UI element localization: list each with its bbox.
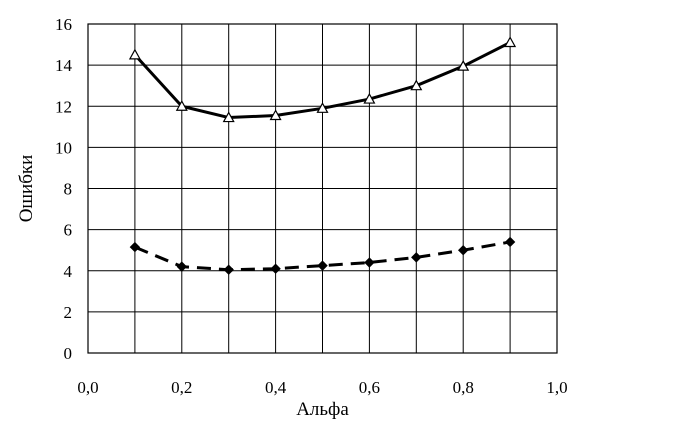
x-axis-label: Альфа — [296, 399, 349, 420]
y-tick-label: 16 — [55, 15, 72, 34]
series-layer — [128, 36, 517, 275]
series-2-point — [364, 257, 375, 268]
series-1-point — [175, 100, 188, 111]
x-tick-label: 0,6 — [359, 378, 380, 397]
series-1-point — [457, 59, 470, 71]
y-tick-label: 6 — [64, 221, 73, 240]
series-1-point — [410, 79, 423, 91]
grid — [87, 23, 558, 354]
y-tick-label: 14 — [55, 56, 73, 75]
x-tick-label: 0,8 — [453, 378, 474, 397]
plot-frame — [87, 23, 558, 354]
y-tick-label: 8 — [64, 180, 73, 199]
series-1-point — [128, 48, 141, 60]
series-1-point — [222, 111, 235, 123]
series-2-point — [457, 244, 469, 256]
series-2-point — [176, 261, 188, 272]
series-1-point — [316, 102, 329, 113]
series-2-point — [223, 264, 234, 275]
series-1-point — [363, 92, 376, 104]
y-tick-label: 4 — [64, 262, 73, 281]
y-axis-label: Ошибки — [16, 155, 37, 223]
series-2-point — [317, 260, 328, 271]
x-tick-label: 0,4 — [265, 378, 287, 397]
y-axis-ticks: 0 2 4 6 8 10 12 14 16 — [55, 15, 73, 363]
y-tick-label: 10 — [55, 138, 72, 157]
y-tick-label: 2 — [64, 303, 73, 322]
y-tick-label: 12 — [55, 97, 72, 116]
x-tick-label: 0,2 — [171, 378, 192, 397]
x-tick-label: 1,0 — [546, 378, 567, 397]
series-2-point — [504, 236, 516, 248]
series-2-point — [411, 252, 422, 263]
x-tick-label: 0,0 — [77, 378, 98, 397]
series-2-line — [134, 240, 511, 272]
series-1-point — [504, 36, 517, 48]
y-tick-label: 0 — [64, 344, 73, 363]
series-2-point — [129, 241, 141, 253]
series-1-point — [269, 109, 282, 121]
series-2-point — [270, 263, 281, 274]
x-axis-ticks: 0,0 0,2 0,4 0,6 0,8 1,0 — [77, 378, 567, 397]
